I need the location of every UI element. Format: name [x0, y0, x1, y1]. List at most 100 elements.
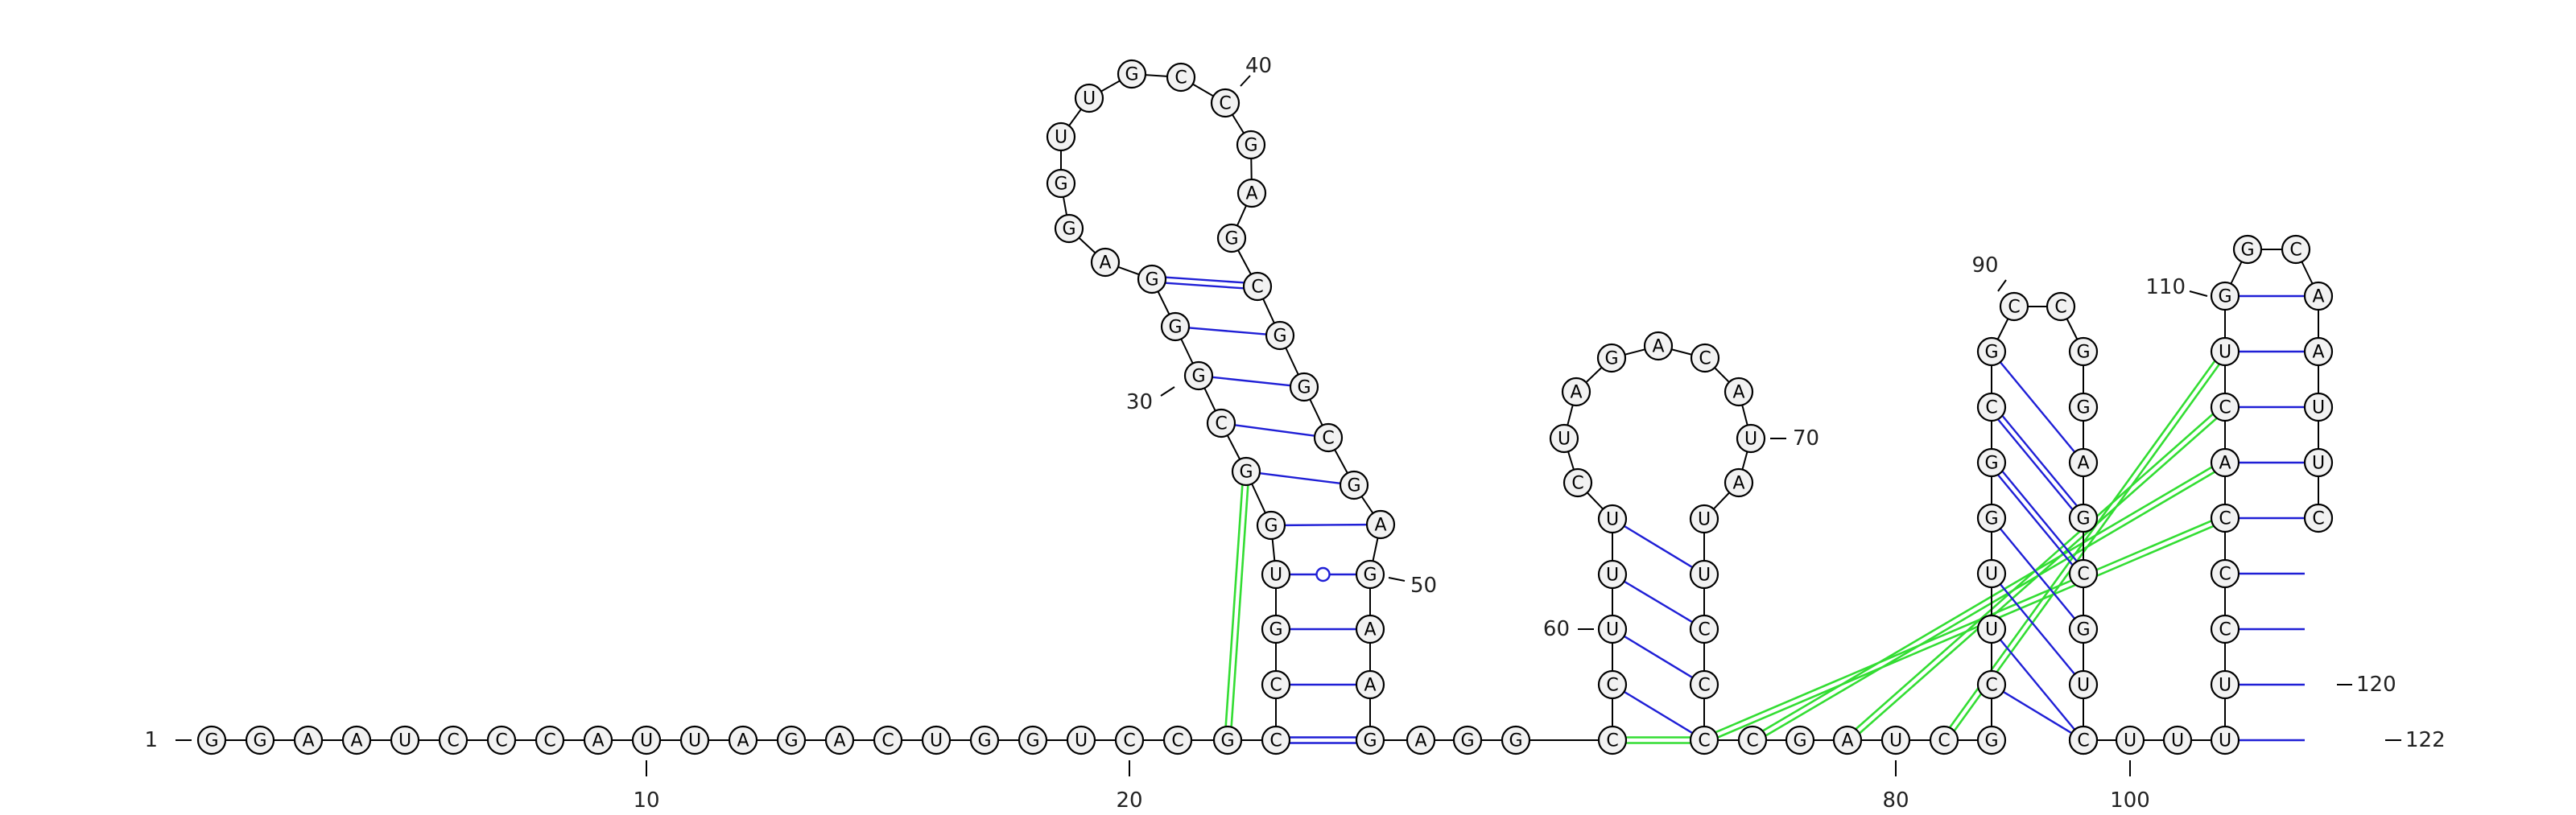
base-pair: [1623, 580, 1694, 624]
nucleotide-letter: U: [1698, 510, 1711, 530]
nucleotide-29: C: [1206, 408, 1236, 438]
nucleotide-58: C: [1597, 669, 1628, 700]
nucleotide-40: C: [1210, 88, 1241, 118]
nucleotide-letter: G: [1984, 509, 1998, 529]
nucleotide-letter: C: [1123, 731, 1135, 751]
nucleotide-letter: C: [2054, 298, 2066, 318]
nucleotide-107: A: [2210, 447, 2240, 478]
pseudoknot-pair: [1750, 459, 2227, 744]
nucleotide-115: U: [2303, 392, 2334, 422]
nucleotide-48: G: [1339, 470, 1369, 500]
nucleotide-letter: A: [2219, 454, 2231, 474]
number-label-text: 100: [2110, 788, 2150, 813]
base-pair: [2002, 690, 2073, 735]
nucleotide-letter: C: [447, 731, 459, 751]
base-pair: [1999, 528, 2076, 619]
nucleotide-letter: G: [2076, 509, 2090, 529]
nucleotide-letter: A: [833, 731, 845, 751]
nucleotide-37: U: [1074, 83, 1104, 113]
nucleotide-letter: G: [1363, 731, 1377, 751]
nucleotide-letter: U: [1083, 89, 1096, 109]
number-label-30: 30: [1126, 386, 1175, 414]
number-label-50: 50: [1388, 574, 1437, 598]
nucleotide-letter: A: [302, 731, 314, 751]
nucleotide-49: A: [1365, 509, 1396, 540]
nucleotide-103: U: [2210, 669, 2240, 700]
nucleotide-102: U: [2210, 725, 2240, 755]
number-label-text: 80: [1882, 788, 1909, 813]
nucleotide-letter: C: [2077, 731, 2089, 751]
nucleotide-84: U: [1976, 558, 2007, 589]
nucleotide-letter: C: [1269, 676, 1282, 696]
base-pair: [1997, 471, 2078, 566]
nucleotide-108: C: [2210, 392, 2240, 422]
base-pair: [1165, 276, 1245, 290]
nucleotide-letter: G: [1984, 731, 1998, 751]
nucleotide-83: U: [1976, 614, 2007, 644]
nucleotide-88: G: [1976, 336, 2007, 367]
nucleotide-46: G: [1289, 372, 1319, 402]
nucleotide-28: G: [1231, 456, 1261, 487]
nucleotide-letter: G: [2240, 241, 2254, 261]
nucleotide-8: C: [535, 725, 565, 755]
nucleotide-79: U: [1880, 725, 1911, 755]
base-pair: [1259, 471, 1341, 485]
nucleotide-31: G: [1160, 311, 1191, 342]
base-pair: [1290, 736, 1356, 744]
number-label-110: 110: [2145, 275, 2208, 299]
nucleotide-letter: U: [1269, 566, 1282, 586]
nucleotide-letter: G: [253, 731, 266, 751]
nucleotide-letter: C: [1219, 94, 1231, 114]
nucleotide-73: C: [1689, 614, 1719, 644]
nucleotide-letter: A: [592, 731, 604, 751]
nucleotide-letter: G: [1239, 463, 1253, 483]
nucleotide-110: G: [2210, 281, 2240, 311]
number-label-text: 20: [1116, 788, 1142, 813]
nucleotide-letter: G: [1793, 731, 1806, 751]
nucleotide-letter: G: [1347, 476, 1360, 496]
nucleotide-7: C: [486, 725, 517, 755]
number-label-120: 120: [2337, 673, 2396, 697]
nucleotide-letter: C: [2077, 565, 2089, 585]
nucleotide-letter: C: [1698, 676, 1710, 696]
nucleotide-44: C: [1242, 271, 1273, 302]
nucleotide-letter: G: [1604, 349, 1618, 369]
nucleotide-letter: C: [881, 731, 894, 751]
nucleotide-35: G: [1046, 168, 1076, 199]
nucleotide-64: A: [1561, 377, 1591, 407]
nucleotide-86: G: [1976, 447, 2007, 478]
nucleotide-letter: G: [1054, 175, 1067, 195]
nucleotide-75: C: [1689, 725, 1719, 755]
nucleotide-21: C: [1162, 725, 1193, 755]
nucleotide-104: C: [2210, 614, 2240, 644]
nucleotide-letter: G: [1509, 731, 1522, 751]
nucleotide-letter: A: [1364, 620, 1376, 640]
pseudoknot-pair: [1224, 471, 1250, 741]
nucleotide-letter: C: [1698, 731, 1710, 751]
nucleotide-27: G: [1256, 510, 1286, 541]
base-pair: [1623, 690, 1694, 735]
nucleotide-letter: U: [1744, 430, 1757, 450]
nucleotide-letter: U: [1075, 731, 1088, 751]
number-tick: [1997, 279, 2007, 292]
nucleotide-letter: A: [350, 731, 362, 751]
nucleotide-letter: G: [1026, 731, 1039, 751]
nucleotide-59: U: [1597, 614, 1628, 644]
base-pair: [1623, 635, 1694, 679]
base-pair: [1999, 639, 2076, 731]
nucleotide-letter: U: [1889, 731, 1902, 751]
nucleotide-82: C: [1976, 669, 2007, 700]
nucleotide-letter: G: [1984, 343, 1998, 363]
nucleotide-56: G: [1501, 725, 1531, 755]
nucleotide-letter: G: [1062, 220, 1075, 240]
nucleotide-letter: G: [1264, 517, 1278, 537]
number-label-text: 10: [633, 788, 659, 813]
nucleotide-97: U: [2068, 669, 2099, 700]
nucleotide-57: C: [1597, 725, 1628, 755]
nucleotide-45: G: [1265, 320, 1295, 351]
nucleotide-60: U: [1597, 559, 1628, 590]
nucleotide-66: A: [1643, 331, 1674, 361]
nucleotide-letter: G: [1145, 270, 1158, 290]
